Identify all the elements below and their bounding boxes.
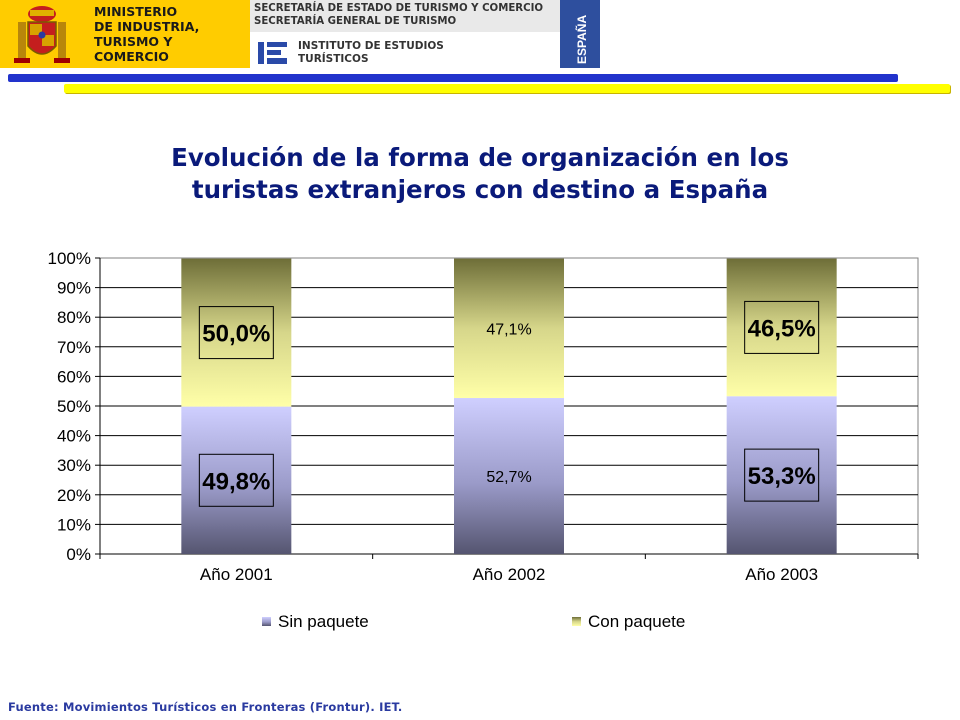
legend-swatch xyxy=(572,617,581,626)
data-label-box xyxy=(744,300,820,354)
y-tick-label: 100% xyxy=(48,249,91,268)
tick-labels: 0% 10% 20% 30% 40% 50% 60% 70% 80% 90% 100% Año 200… xyxy=(48,249,819,584)
data-label: 52,7% xyxy=(486,469,531,486)
legend-swatch xyxy=(262,617,271,626)
legend-label: Sin paquete xyxy=(278,612,369,631)
data-labels: 49,8% 50,0% 52,7% 47,1% 53,3% 46,5% xyxy=(198,300,820,507)
y-tick-label: 80% xyxy=(57,308,91,327)
secretariat-name: SECRETARÍA DE ESTADO DE TURISMO Y COMERC… xyxy=(254,3,544,27)
coat-of-arms-icon xyxy=(14,6,70,63)
y-tick-label: 10% xyxy=(57,515,91,534)
y-tick-label: 50% xyxy=(57,397,91,416)
legend: Sin paquete Con paquete xyxy=(262,612,685,631)
secretariat-shade xyxy=(250,0,560,32)
data-label-box xyxy=(198,453,274,507)
y-tick-label: 30% xyxy=(57,456,91,475)
data-label: 50,0% xyxy=(202,321,270,348)
data-label: 46,5% xyxy=(748,315,816,342)
y-tick-label: 40% xyxy=(57,427,91,446)
header-rule-blue xyxy=(8,74,898,82)
bar-con-paquete xyxy=(454,258,564,399)
data-label-box xyxy=(744,448,820,502)
source-note: Fuente: Movimientos Turísticos en Fronte… xyxy=(8,700,403,714)
bar-sin-paquete xyxy=(454,398,564,554)
stacked-bar-chart: 49,8% 50,0% 52,7% 47,1% 53,3% 46,5% 0% 10% 20% 3… xyxy=(48,249,919,631)
data-label: 53,3% xyxy=(748,463,816,490)
slide-title: Evolución de la forma de organización en… xyxy=(171,143,789,204)
header-rule-yellow xyxy=(64,84,950,93)
y-tick-label: 0% xyxy=(66,545,91,564)
country-tab xyxy=(560,0,600,68)
y-tick-label: 70% xyxy=(57,338,91,357)
ministry-name: MINISTERIO DE INDUSTRIA, TURISMO Y COMER… xyxy=(94,4,200,64)
x-tick-label: Año 2002 xyxy=(473,565,546,584)
legend-label: Con paquete xyxy=(588,612,685,631)
country-tab-label: ESPAÑA xyxy=(574,15,589,64)
institute-name: INSTITUTO DE ESTUDIOS TURÍSTICOS xyxy=(298,40,444,65)
country-tab-text: ESPAÑA xyxy=(574,15,589,64)
y-tick-label: 20% xyxy=(57,486,91,505)
ite-logo-icon xyxy=(258,42,287,64)
x-tick-label: Año 2001 xyxy=(200,565,273,584)
x-tick-label: Año 2003 xyxy=(745,565,818,584)
data-label: 49,8% xyxy=(202,468,270,495)
data-label: 47,1% xyxy=(486,321,531,338)
data-label-box xyxy=(198,306,274,360)
y-tick-label: 90% xyxy=(57,279,91,298)
bars xyxy=(181,258,837,554)
y-tick-label: 60% xyxy=(57,367,91,386)
